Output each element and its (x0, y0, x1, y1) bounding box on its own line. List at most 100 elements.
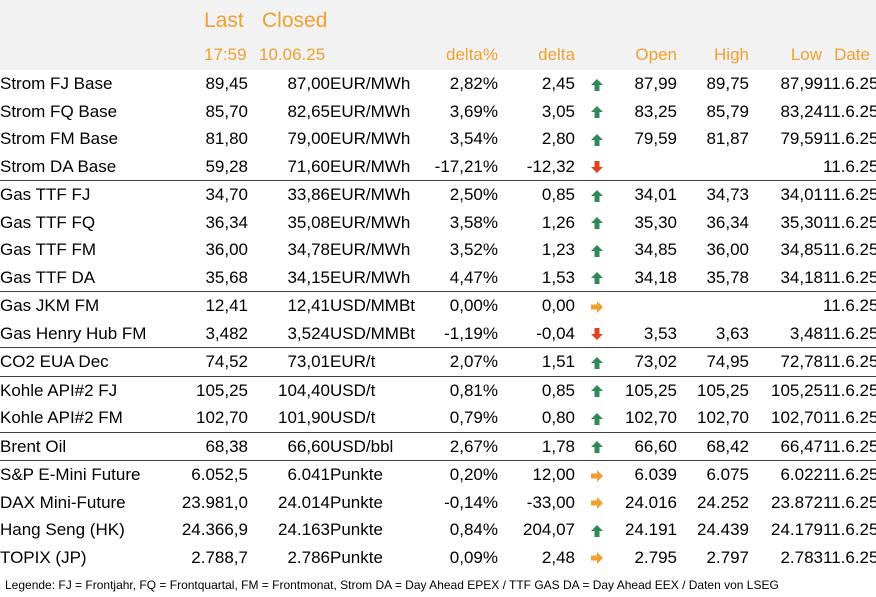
row-unit: EUR/MWh (330, 240, 411, 260)
arrow-right-icon (575, 489, 619, 517)
row-unit: USD/t (330, 375, 416, 404)
table-row: S&P E-Mini Future 6.052,5 6.041 Punkte 0,20%… (0, 460, 876, 489)
row-name: Gas TTF FJ (0, 180, 172, 209)
row-open: 24.191 (625, 520, 677, 540)
row-high: 36,34 (706, 212, 749, 232)
row-delta-pct: 3,52% (449, 240, 498, 260)
row-date: 11.6.25 (823, 375, 876, 404)
row-name: Gas TTF FQ (0, 212, 96, 232)
header-closed-date: 10.06.25 (259, 45, 326, 64)
row-delta: 12,00 (498, 460, 575, 489)
row-last: 89,45 (205, 74, 248, 94)
row-name: Gas JKM FM (0, 291, 172, 320)
row-low: 34,01 (749, 180, 823, 209)
row-closed: 73,01 (248, 347, 330, 376)
row-delta-pct: 0,81% (416, 375, 498, 404)
row-delta: 1,26 (541, 212, 575, 232)
row-name: TOPIX (JP) (0, 547, 87, 567)
row-delta: 204,07 (523, 520, 575, 540)
row-unit: Punkte (330, 492, 383, 512)
row-delta-pct: 0,09% (449, 547, 498, 567)
arrow-up-icon (575, 404, 619, 432)
table-row: Gas JKM FM 12,41 12,41 USD/MMBtu 0,00% 0,00 11… (0, 291, 876, 320)
arrow-up-icon (575, 516, 619, 544)
row-date: 11.6.25 (823, 492, 876, 512)
table-row: Kohle API#2 FJ 105,25 104,40 USD/t 0,81% 0,85… (0, 375, 876, 404)
row-low: 105,25 (749, 375, 823, 404)
row-high: 105,25 (677, 375, 749, 404)
row-closed: 3,524 (287, 323, 330, 343)
row-unit: EUR/t (330, 347, 416, 376)
header-date: Date (834, 45, 870, 64)
row-high: 89,75 (706, 74, 749, 94)
row-delta: 0,00 (498, 291, 575, 320)
row-last: 34,70 (172, 180, 248, 209)
row-unit: EUR/MWh (330, 267, 411, 287)
row-date: 11.6.25 (823, 129, 876, 149)
arrow-down-icon (575, 320, 619, 348)
row-open: 66,60 (619, 431, 677, 461)
legend-text: Legende: FJ = Frontjahr, FQ = Frontquart… (5, 578, 779, 592)
row-name: Strom FQ Base (0, 101, 118, 121)
arrow-up-icon (575, 264, 619, 292)
row-low: 66,47 (749, 431, 823, 461)
row-last: 23.981,0 (181, 492, 248, 512)
row-name: Hang Seng (HK) (0, 520, 125, 540)
row-open: 34,85 (634, 240, 677, 260)
row-unit: EUR/MWh (330, 156, 411, 176)
arrow-up-icon (575, 209, 619, 237)
row-delta-pct: 0,84% (449, 520, 498, 540)
row-date: 11.6.25 (823, 240, 876, 260)
row-delta-pct: 2,07% (416, 347, 498, 376)
row-name: Strom FM Base (0, 129, 119, 149)
row-unit: Punkte (330, 460, 416, 489)
row-delta-pct: 0,20% (416, 460, 498, 489)
header-delta-pct: delta% (446, 45, 498, 64)
row-name: S&P E-Mini Future (0, 460, 172, 489)
row-delta-pct: -17,21% (434, 156, 498, 176)
row-open: 3,53 (643, 323, 677, 343)
table-row: Gas TTF FJ 34,70 33,86 EUR/MWh 2,50% 0,85 34,0… (0, 180, 876, 209)
header-last-time: 17:59 (204, 45, 247, 64)
row-delta-pct: 0,79% (449, 408, 498, 428)
table-row: CO2 EUA Dec 74,52 73,01 EUR/t 2,07% 1,51 73,02… (0, 347, 876, 376)
table-row: Strom FQ Base 85,70 82,65 EUR/MWh 3,69% 3,05 8… (0, 98, 876, 126)
row-delta: 2,45 (541, 74, 575, 94)
row-last: 85,70 (205, 101, 248, 121)
row-low: 87,99 (780, 74, 823, 94)
row-closed: 6.041 (248, 460, 330, 489)
row-closed: 34,78 (287, 240, 330, 260)
table-row: Strom DA Base 59,28 71,60 EUR/MWh -17,21% -12… (0, 153, 876, 181)
row-unit: Punkte (330, 547, 383, 567)
row-low: 6.022 (749, 460, 823, 489)
row-high: 74,95 (677, 347, 749, 376)
row-high: 24.439 (697, 520, 749, 540)
row-last: 105,25 (172, 375, 248, 404)
row-low (749, 153, 823, 181)
arrow-up-icon (575, 98, 619, 126)
row-delta-pct: 2,82% (449, 74, 498, 94)
row-date: 11.6.25 (823, 212, 876, 232)
row-date: 11.6.25 (823, 408, 876, 428)
row-closed: 34,15 (287, 267, 330, 287)
row-open: 105,25 (619, 375, 677, 404)
row-closed: 71,60 (287, 156, 330, 176)
row-name: Brent Oil (0, 431, 172, 461)
row-last: 6.052,5 (172, 460, 248, 489)
row-delta: -12,32 (526, 156, 575, 176)
table-row: Gas TTF FM 36,00 34,78 EUR/MWh 3,52% 1,23 34,8… (0, 236, 876, 264)
header-low: Low (790, 45, 822, 64)
row-date: 11.6.25 (823, 74, 876, 94)
row-date: 11.6.25 (823, 460, 876, 489)
row-date: 11.6.25 (823, 520, 876, 540)
row-closed: 66,60 (248, 431, 330, 461)
row-open: 34,18 (634, 267, 677, 287)
row-last: 2.788,7 (191, 547, 248, 567)
row-open: 83,25 (634, 101, 677, 121)
table-header: Last Closed 17:59 10.06.25 delta% delta … (0, 0, 876, 70)
row-date: 11.6.25 (823, 101, 876, 121)
row-high: 68,42 (677, 431, 749, 461)
arrow-right-icon (575, 460, 619, 489)
row-unit: EUR/MWh (330, 212, 411, 232)
row-low: 2.783 (780, 547, 823, 567)
